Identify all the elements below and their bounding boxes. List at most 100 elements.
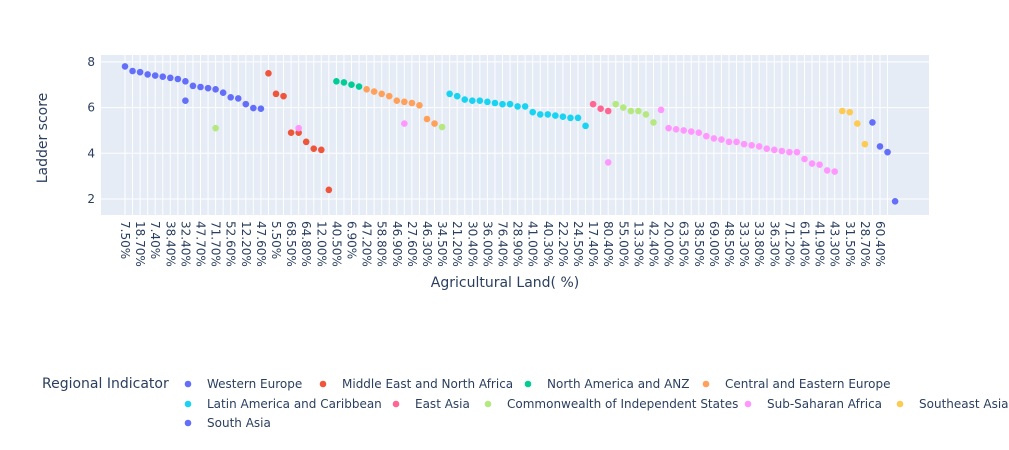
- data-point: [302, 138, 310, 146]
- legend-marker: [744, 400, 752, 408]
- data-point: [544, 111, 552, 118]
- data-point: [657, 106, 665, 114]
- data-point: [582, 122, 589, 130]
- x-tick-label: 48.50%: [722, 221, 736, 267]
- x-tick-label: 13.30%: [631, 221, 645, 267]
- data-point: [823, 167, 831, 174]
- data-point: [808, 160, 816, 167]
- data-point: [333, 77, 340, 85]
- legend: Regional Indicator Western Europe Middle …: [42, 376, 1009, 430]
- data-point: [816, 161, 823, 169]
- x-tick-label: 18.70%: [133, 221, 147, 267]
- x-tick-label: 68.50%: [284, 221, 298, 267]
- x-tick-label: 58.80%: [375, 221, 389, 267]
- x-tick-label: 33.30%: [737, 221, 751, 267]
- data-point: [401, 120, 408, 127]
- x-tick-label: 55.00%: [616, 221, 630, 267]
- data-point: [295, 129, 302, 137]
- data-point: [650, 119, 657, 126]
- x-tick-label: 63.50%: [677, 221, 691, 267]
- x-tick-label: 61.40%: [798, 221, 812, 267]
- x-tick-label: 21.20%: [450, 221, 464, 267]
- data-point: [378, 90, 386, 98]
- x-tick-label: 7.40%: [148, 221, 162, 259]
- data-point: [635, 107, 642, 115]
- legend-marker: [184, 400, 192, 408]
- data-point: [861, 140, 869, 148]
- x-tick-label: 28.70%: [858, 221, 872, 267]
- data-point: [755, 143, 763, 150]
- x-tick-label: 47.60%: [254, 221, 268, 267]
- data-point: [718, 136, 725, 143]
- legend-item[interactable]: North America and ANZ: [547, 377, 690, 391]
- x-tick-label: 52.60%: [224, 221, 238, 267]
- data-point: [559, 113, 567, 121]
- data-point: [771, 146, 778, 154]
- data-point: [461, 96, 469, 103]
- data-point: [499, 100, 506, 108]
- data-point: [257, 105, 265, 113]
- x-tick-label: 34.50%: [435, 221, 449, 267]
- y-axis-ticks: 2 4 6 8: [87, 55, 95, 206]
- data-point: [604, 107, 612, 115]
- x-tick-label: 5.50%: [269, 221, 283, 259]
- legend-marker: [184, 380, 192, 388]
- x-axis-title: Agricultural Land( %): [431, 275, 579, 291]
- data-point: [340, 79, 348, 86]
- data-point: [212, 85, 219, 93]
- x-tick-label: 33.80%: [752, 221, 766, 267]
- x-tick-label: 47.70%: [194, 221, 208, 267]
- data-point: [182, 77, 189, 85]
- data-point: [786, 148, 793, 156]
- y-tick-label: 8: [87, 55, 95, 69]
- y-tick-label: 2: [87, 192, 95, 206]
- legend-item[interactable]: East Asia: [415, 397, 470, 411]
- data-point: [167, 74, 174, 82]
- x-tick-label: 69.00%: [707, 221, 721, 267]
- x-tick-label: 17.40%: [586, 221, 600, 267]
- legend-item[interactable]: South Asia: [207, 416, 271, 430]
- data-point: [272, 90, 280, 98]
- data-point: [838, 107, 846, 115]
- x-tick-label: 38.40%: [163, 221, 177, 267]
- legend-item[interactable]: Sub-Saharan Africa: [767, 397, 882, 411]
- data-point: [703, 132, 710, 140]
- data-point: [552, 112, 559, 119]
- legend-item[interactable]: Southeast Asia: [919, 397, 1009, 411]
- data-point: [710, 135, 718, 142]
- data-point: [144, 71, 151, 78]
- legend-item[interactable]: Latin America and Caribbean: [207, 397, 382, 411]
- x-tick-label: 36.30%: [767, 221, 781, 267]
- legend-item[interactable]: Middle East and North Africa: [342, 377, 513, 391]
- legend-item[interactable]: Central and Eastern Europe: [725, 377, 891, 391]
- data-point: [748, 141, 755, 149]
- data-point: [159, 73, 167, 81]
- data-point: [521, 103, 529, 110]
- x-axis-ticks: 7.50% 18.70% 7.40% 38.40% 32.40% 47.70% 71.70%…: [118, 221, 887, 267]
- x-tick-label: 20.00%: [662, 221, 676, 267]
- x-tick-label: 40.30%: [541, 221, 555, 267]
- x-tick-label: 41.00%: [526, 221, 540, 267]
- legend-item[interactable]: Commonwealth of Independent States: [507, 397, 738, 411]
- legend-marker: [319, 380, 327, 388]
- x-tick-label: 71.70%: [209, 221, 223, 267]
- data-point: [612, 100, 620, 108]
- data-point: [355, 83, 363, 90]
- x-tick-label: 12.20%: [239, 221, 253, 267]
- x-tick-label: 38.50%: [692, 221, 706, 267]
- data-point: [234, 95, 242, 102]
- legend-title: Regional Indicator: [42, 376, 169, 392]
- data-point: [197, 83, 204, 91]
- data-point: [151, 72, 159, 79]
- data-point: [567, 114, 574, 122]
- x-tick-label: 24.50%: [571, 221, 585, 267]
- y-tick-label: 4: [87, 146, 95, 160]
- data-point: [778, 147, 786, 155]
- data-point: [453, 92, 461, 100]
- x-tick-label: 40.50%: [329, 221, 343, 267]
- data-point: [325, 186, 333, 194]
- x-tick-label: 12.00%: [314, 221, 328, 267]
- data-point: [250, 104, 257, 112]
- legend-item[interactable]: Western Europe: [207, 377, 302, 391]
